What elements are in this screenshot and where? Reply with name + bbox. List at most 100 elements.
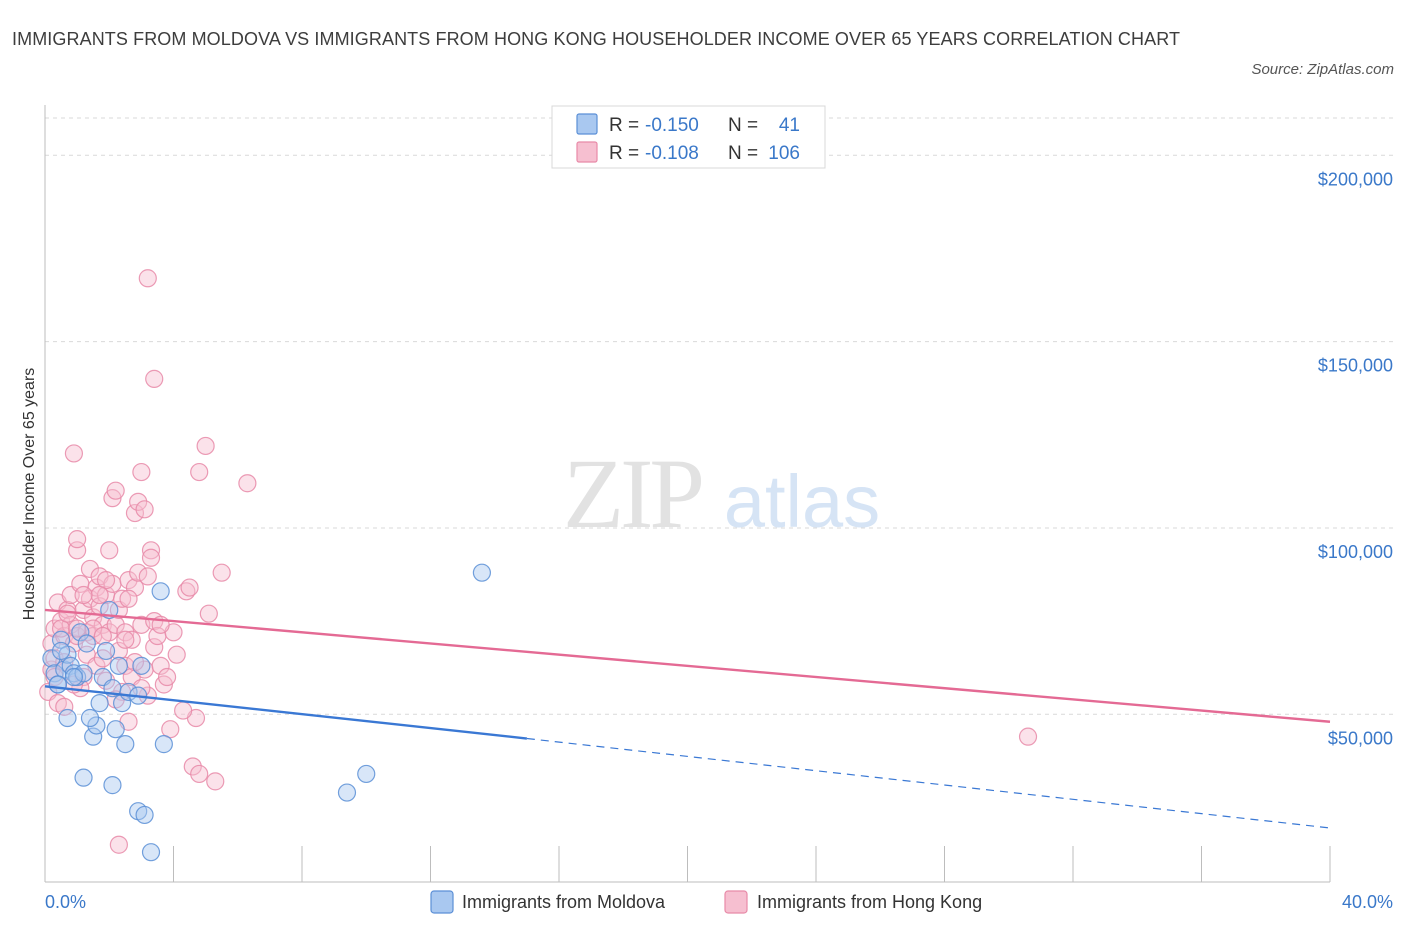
moldova-point xyxy=(74,664,93,683)
hongkong-point xyxy=(145,369,164,388)
hongkong-point xyxy=(141,541,161,560)
moldova-point xyxy=(51,641,71,661)
moldova-point xyxy=(80,708,100,728)
legend-swatch-hongkong xyxy=(576,141,598,163)
top-legend: R = -0.150 N = 41 R = -0.108 N = 106 xyxy=(551,105,826,169)
legend-n-label-hongkong: N = xyxy=(728,143,758,164)
x-tick-label-min: 0.0% xyxy=(45,892,86,912)
x-tick-label-max: 40.0% xyxy=(1342,892,1393,912)
bottom-legend-label-moldova: Immigrants from Moldova xyxy=(462,892,666,912)
moldova-point xyxy=(87,716,106,735)
hongkong-point xyxy=(125,503,145,523)
legend-r-label-moldova: R = xyxy=(609,115,639,136)
moldova-point xyxy=(103,776,122,795)
moldova-point xyxy=(45,664,64,683)
hongkong-point xyxy=(116,630,135,649)
moldova-point xyxy=(71,623,90,642)
legend-n-value-moldova: 41 xyxy=(779,115,800,136)
moldova-point xyxy=(106,720,125,739)
y-tick-label: $150,000 xyxy=(1318,356,1393,376)
bottom-legend: Immigrants from Moldova Immigrants from … xyxy=(430,890,982,914)
hongkong-point xyxy=(55,697,74,716)
hongkong-point xyxy=(129,492,148,511)
hongkong-point xyxy=(196,436,215,456)
hongkong-point xyxy=(58,604,77,623)
grid-lines xyxy=(45,117,1395,715)
y-tick-labels: $50,000 $100,000 $150,000 $200,000 xyxy=(1318,169,1393,748)
moldova-point xyxy=(48,675,67,694)
hongkong-point xyxy=(132,462,151,482)
legend-swatch-moldova xyxy=(576,113,598,135)
moldova-point xyxy=(141,843,161,862)
hongkong-point xyxy=(190,764,209,784)
moldova-point xyxy=(74,768,93,787)
moldova-point xyxy=(90,694,109,713)
hongkong-point xyxy=(151,656,170,675)
bottom-legend-swatch-hongkong xyxy=(724,890,748,914)
moldova-point xyxy=(151,582,170,601)
hongkong-point xyxy=(74,585,93,605)
hongkong-point xyxy=(90,585,109,605)
hongkong-point xyxy=(51,612,71,631)
moldova-trend-line-dashed xyxy=(526,737,1331,829)
hongkong-point xyxy=(80,559,100,579)
moldova-point xyxy=(64,667,84,687)
hongkong-point xyxy=(212,563,231,582)
hongkong-point xyxy=(116,623,135,642)
legend-n-label-moldova: N = xyxy=(728,115,758,136)
hongkong-point xyxy=(145,638,164,657)
moldova-point xyxy=(154,735,173,754)
hongkong-point xyxy=(116,656,135,675)
hongkong-point xyxy=(138,269,157,288)
hongkong-point xyxy=(138,567,157,586)
legend-n-value-hongkong: 106 xyxy=(768,143,800,164)
hongkong-point xyxy=(112,589,132,608)
hongkong-point xyxy=(64,444,84,463)
hongkong-point xyxy=(174,701,193,720)
legend-r-value-moldova: -0.150 xyxy=(645,115,699,136)
hongkong-point xyxy=(238,474,257,493)
moldova-point xyxy=(135,805,154,825)
hongkong-point xyxy=(183,757,202,776)
legend-r-value-hongkong: -0.108 xyxy=(645,143,699,164)
hongkong-point xyxy=(109,835,128,854)
hongkong-point xyxy=(106,481,125,500)
moldova-point xyxy=(132,656,151,675)
chart-title: IMMIGRANTS FROM MOLDOVA VS IMMIGRANTS FR… xyxy=(12,29,1181,49)
hongkong-points xyxy=(39,269,1038,854)
hongkong-point xyxy=(100,541,119,560)
hongkong-point xyxy=(68,530,87,549)
moldova-point xyxy=(116,735,135,754)
moldova-point xyxy=(77,634,96,653)
hongkong-point xyxy=(135,500,154,519)
moldova-point xyxy=(84,727,103,746)
hongkong-point xyxy=(199,604,218,623)
trend-lines xyxy=(44,608,1331,829)
watermark-atlas: atlas xyxy=(724,460,880,543)
hongkong-point xyxy=(1018,727,1038,746)
hongkong-point xyxy=(206,772,225,791)
hongkong-point xyxy=(141,548,161,567)
hongkong-point xyxy=(93,626,112,646)
hongkong-point xyxy=(157,667,177,687)
moldova-point xyxy=(472,563,491,582)
bottom-legend-swatch-moldova xyxy=(430,890,454,914)
hongkong-point xyxy=(122,630,141,649)
y-tick-label: $50,000 xyxy=(1328,728,1393,748)
hongkong-point xyxy=(119,589,138,608)
y-axis-label: Householder Income Over 65 years xyxy=(21,368,38,621)
moldova-point xyxy=(337,783,357,802)
hongkong-point xyxy=(125,578,145,597)
legend-r-label-hongkong: R = xyxy=(609,143,639,164)
watermark-zip: ZIP xyxy=(563,438,701,549)
x-axis-ticks xyxy=(44,846,1331,882)
hongkong-point xyxy=(190,462,209,482)
hongkong-point xyxy=(180,578,199,597)
hongkong-trend-line xyxy=(44,608,1331,723)
hongkong-point xyxy=(119,571,138,590)
moldova-point xyxy=(357,764,376,784)
moldova-trend-line xyxy=(44,685,528,740)
bottom-legend-label-hongkong: Immigrants from Hong Kong xyxy=(757,892,982,912)
y-tick-label: $100,000 xyxy=(1318,542,1393,562)
